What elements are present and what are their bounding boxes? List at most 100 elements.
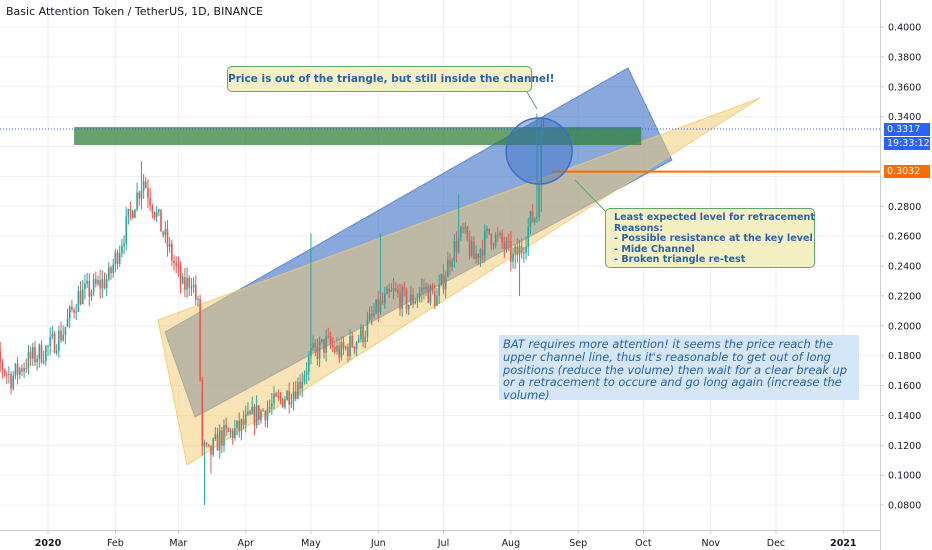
- candle-body: [203, 443, 206, 447]
- candle-body: [388, 288, 390, 292]
- candle-body: [512, 253, 514, 262]
- candle-body: [423, 287, 425, 290]
- time-tick-label: Aug: [502, 538, 521, 549]
- candle-body: [55, 350, 58, 353]
- candle-body: [425, 286, 427, 290]
- candle-body: [66, 318, 69, 327]
- candle-body: [101, 279, 104, 289]
- candle-body: [134, 209, 136, 218]
- candle-body: [286, 391, 288, 400]
- time-tick-label: Feb: [107, 538, 124, 549]
- candle-body: [327, 336, 330, 338]
- candle-body: [536, 216, 538, 219]
- candle-body: [103, 279, 106, 289]
- candle-body: [29, 351, 32, 359]
- candle-body: [464, 226, 467, 229]
- candle-body: [390, 290, 393, 292]
- retracement-note-connector: [574, 179, 608, 214]
- candle-body: [381, 300, 384, 303]
- time-tick-label: May: [301, 538, 321, 549]
- candle-body: [205, 443, 208, 445]
- candle-body: [84, 283, 86, 290]
- candle-body: [105, 279, 108, 289]
- price-tick-label: 0.3600: [888, 82, 921, 93]
- candle-body: [290, 401, 293, 405]
- candle-body: [410, 294, 412, 306]
- candle-body: [447, 259, 449, 277]
- candle-body: [475, 253, 477, 260]
- candle-body: [514, 246, 516, 254]
- candle-body: [325, 336, 327, 353]
- candle-body: [486, 228, 488, 232]
- candle-body: [36, 358, 38, 363]
- last-price-label: 0.3317: [884, 123, 930, 136]
- candle-body: [323, 339, 325, 353]
- candle-body: [470, 241, 473, 256]
- candle-body: [0, 351, 1, 363]
- candle-body: [227, 428, 230, 432]
- candle-body: [440, 274, 443, 285]
- analysis-note[interactable]: BAT requires more attention! it seems th…: [499, 335, 859, 402]
- candle-body: [197, 298, 199, 300]
- candle-body: [483, 231, 486, 256]
- candle-body: [277, 396, 280, 398]
- candle-body: [364, 336, 367, 343]
- candle-body: [394, 288, 397, 291]
- time-tick-label: Mar: [169, 538, 187, 549]
- candle-body: [397, 290, 399, 293]
- candle-body: [527, 226, 530, 247]
- price-tick-label: 0.1000: [888, 471, 921, 482]
- candle-body: [525, 246, 527, 253]
- price-tick-label: 0.1600: [888, 381, 921, 392]
- candle-body: [86, 280, 88, 284]
- candle-body: [162, 231, 164, 236]
- candle-body: [418, 292, 421, 298]
- candle-body: [40, 344, 43, 363]
- resistance-zone[interactable]: [74, 127, 642, 146]
- candle-body: [438, 284, 440, 296]
- time-tick-label: Apr: [238, 538, 255, 549]
- candle-body: [392, 288, 395, 291]
- price-tick-label: 0.2800: [888, 202, 921, 213]
- triangle-breakout-note[interactable]: Price is out of the triangle, but still …: [227, 66, 554, 92]
- candle-body: [140, 190, 143, 199]
- candle-body: [8, 373, 10, 375]
- retracement-note[interactable]: Least expected level for retracement Rea…: [605, 208, 815, 268]
- candle-body: [79, 290, 82, 305]
- candle-body: [303, 374, 306, 382]
- candle-body: [338, 345, 340, 358]
- candle-body: [344, 347, 347, 349]
- price-tick-label: 0.1800: [888, 351, 921, 362]
- candle-body: [99, 280, 101, 289]
- candle-body: [114, 252, 117, 265]
- price-tick-label: 0.2200: [888, 291, 921, 302]
- candle-body: [377, 299, 380, 313]
- candle-body: [112, 264, 114, 273]
- candle-body: [212, 439, 214, 455]
- candle-body: [507, 241, 510, 243]
- candle-body: [192, 284, 195, 288]
- candle-body: [479, 249, 482, 259]
- candle-body: [260, 410, 262, 421]
- candle-body: [81, 289, 84, 305]
- candle-body: [218, 430, 221, 451]
- candle-body: [379, 300, 382, 313]
- breakout-highlight-circle[interactable]: [505, 117, 573, 185]
- time-tick-label: Jun: [370, 538, 386, 549]
- candle-body: [23, 368, 25, 372]
- candle-body: [331, 344, 334, 347]
- price-axis-bg: [880, 0, 932, 550]
- candle-body: [53, 333, 56, 353]
- candle-body: [273, 393, 275, 404]
- candle-body: [334, 346, 336, 352]
- candle-body: [151, 205, 154, 213]
- candle-body: [108, 267, 110, 280]
- retracement-note-line: - Possible resistance at the key level: [614, 233, 813, 244]
- candle-body: [149, 197, 151, 206]
- candle-body: [340, 342, 343, 358]
- candle-body: [538, 184, 540, 217]
- candle-body: [523, 252, 525, 254]
- candle-body: [251, 406, 254, 414]
- candle-body: [520, 246, 523, 253]
